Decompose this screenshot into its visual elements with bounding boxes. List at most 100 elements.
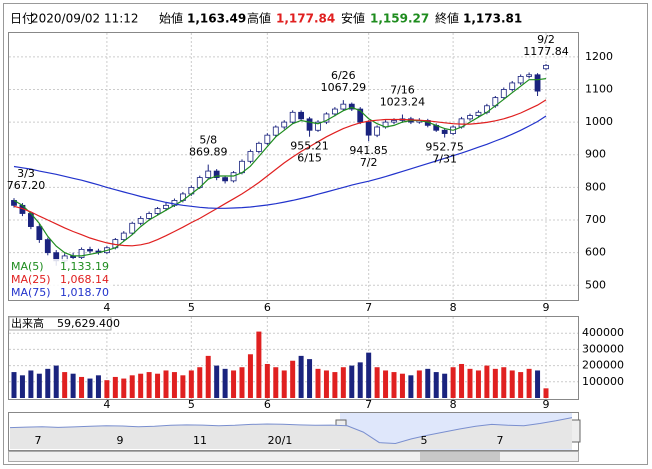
y-tick-label: 700 (585, 213, 606, 226)
volume-bar (484, 365, 490, 398)
candle-body (543, 64, 549, 70)
header-label: 始値 (159, 11, 183, 26)
header-label: 高値 (247, 11, 271, 26)
candle-body (129, 222, 136, 234)
header-value: 1,159.27 (370, 12, 429, 26)
volume-bar (197, 367, 203, 398)
candle-body (154, 208, 161, 214)
y-tick-label: 1200 (585, 50, 613, 63)
candle-body (534, 74, 541, 92)
candle-body (374, 126, 381, 136)
annotation-date: 9/2 (537, 33, 555, 46)
navigator-label: 5 (421, 434, 428, 447)
header-value: 1,173.81 (463, 12, 522, 26)
legend-name: MA(75) (11, 286, 51, 299)
volume-bar (433, 372, 439, 398)
scrollbar-thumb[interactable] (420, 452, 500, 461)
legend-value: 1,133.19 (60, 260, 109, 273)
volume-bar (323, 370, 329, 398)
annotation-date: 3/3 (17, 167, 35, 180)
candle-body (222, 177, 229, 182)
candle-body (213, 170, 220, 178)
volume-bar (239, 367, 245, 398)
legend-value: 1,068.14 (60, 273, 109, 286)
x-tick-label: 4 (103, 301, 110, 314)
annotation-value: 1177.84 (523, 45, 569, 58)
candle-body (475, 111, 482, 116)
volume-label-box (8, 316, 112, 331)
volume-bar (509, 370, 515, 398)
volume-bar (146, 372, 152, 398)
volume-bar (11, 372, 17, 398)
candle-body (289, 111, 296, 123)
volume-bar (36, 373, 42, 398)
annotation-value: 869.89 (189, 146, 228, 159)
candle-body (247, 151, 254, 162)
navigator-label: 7 (35, 434, 42, 447)
candle-body (509, 82, 516, 90)
header-value: 1,163.49 (187, 12, 246, 26)
volume-bar (281, 370, 287, 398)
volume-bar (62, 372, 68, 398)
x-tick-label: 8 (450, 301, 457, 314)
x-tick-label: 9 (543, 301, 550, 314)
volume-bar (129, 375, 135, 398)
x-tick-label: 7 (365, 398, 372, 411)
annotation-value: 941.85 (349, 144, 388, 157)
volume-bar (28, 370, 34, 398)
volume-bar (366, 352, 372, 398)
ma-line (13, 115, 547, 209)
candle-body (365, 121, 372, 136)
volume-bar (340, 367, 346, 398)
x-tick-label: 4 (103, 398, 110, 411)
candle-body (87, 249, 93, 252)
candle-body (230, 172, 237, 182)
candle-body (44, 239, 51, 254)
candle-body (146, 213, 153, 219)
y-tick-label: 600 (585, 246, 606, 259)
volume-bar (307, 359, 313, 398)
volume-bar (501, 367, 507, 398)
volume-bar (87, 378, 93, 398)
volume-bar (171, 372, 177, 398)
annotation-value: 767.20 (7, 179, 46, 192)
candle-body (517, 76, 524, 84)
volume-bar (383, 370, 389, 398)
annotation-value: 1023.24 (380, 96, 426, 109)
annotation-value: 952.75 (425, 141, 464, 154)
volume-bar (416, 370, 422, 398)
volume-bar (391, 372, 397, 398)
y-tick-label: 500 (585, 278, 606, 291)
x-tick-label: 6 (264, 398, 271, 411)
volume-bar (459, 363, 465, 398)
volume-label: 出来高 (11, 316, 44, 330)
candle-body (323, 113, 330, 123)
volume-bar (374, 367, 380, 398)
header-label: 終値 (435, 11, 459, 26)
volume-bar (475, 370, 481, 398)
volume-bar (163, 370, 169, 398)
candle-body (467, 115, 473, 120)
y-tick-label: 300000 (582, 342, 624, 355)
candle-body (78, 249, 85, 258)
volume-bar (543, 388, 549, 398)
candle-body (391, 120, 397, 123)
candle-body (331, 108, 338, 115)
volume-bar (19, 375, 25, 398)
y-tick-label: 800 (585, 180, 606, 193)
x-tick-label: 8 (450, 398, 457, 411)
volume-bar (467, 368, 473, 398)
annotation-value: 955.21 (290, 140, 329, 153)
candle-body (205, 170, 212, 178)
volume-bar (70, 373, 76, 398)
candle-body (264, 134, 271, 144)
candle-body (306, 118, 313, 131)
scrollbar[interactable] (8, 451, 579, 462)
volume-bar (492, 368, 498, 398)
x-tick-label: 5 (188, 398, 195, 411)
volume-bar (332, 372, 338, 398)
header-value: 1,177.84 (276, 12, 335, 26)
candle-body (315, 121, 321, 131)
navigator-label: 9 (117, 434, 124, 447)
navigator-label: 11 (193, 434, 207, 447)
